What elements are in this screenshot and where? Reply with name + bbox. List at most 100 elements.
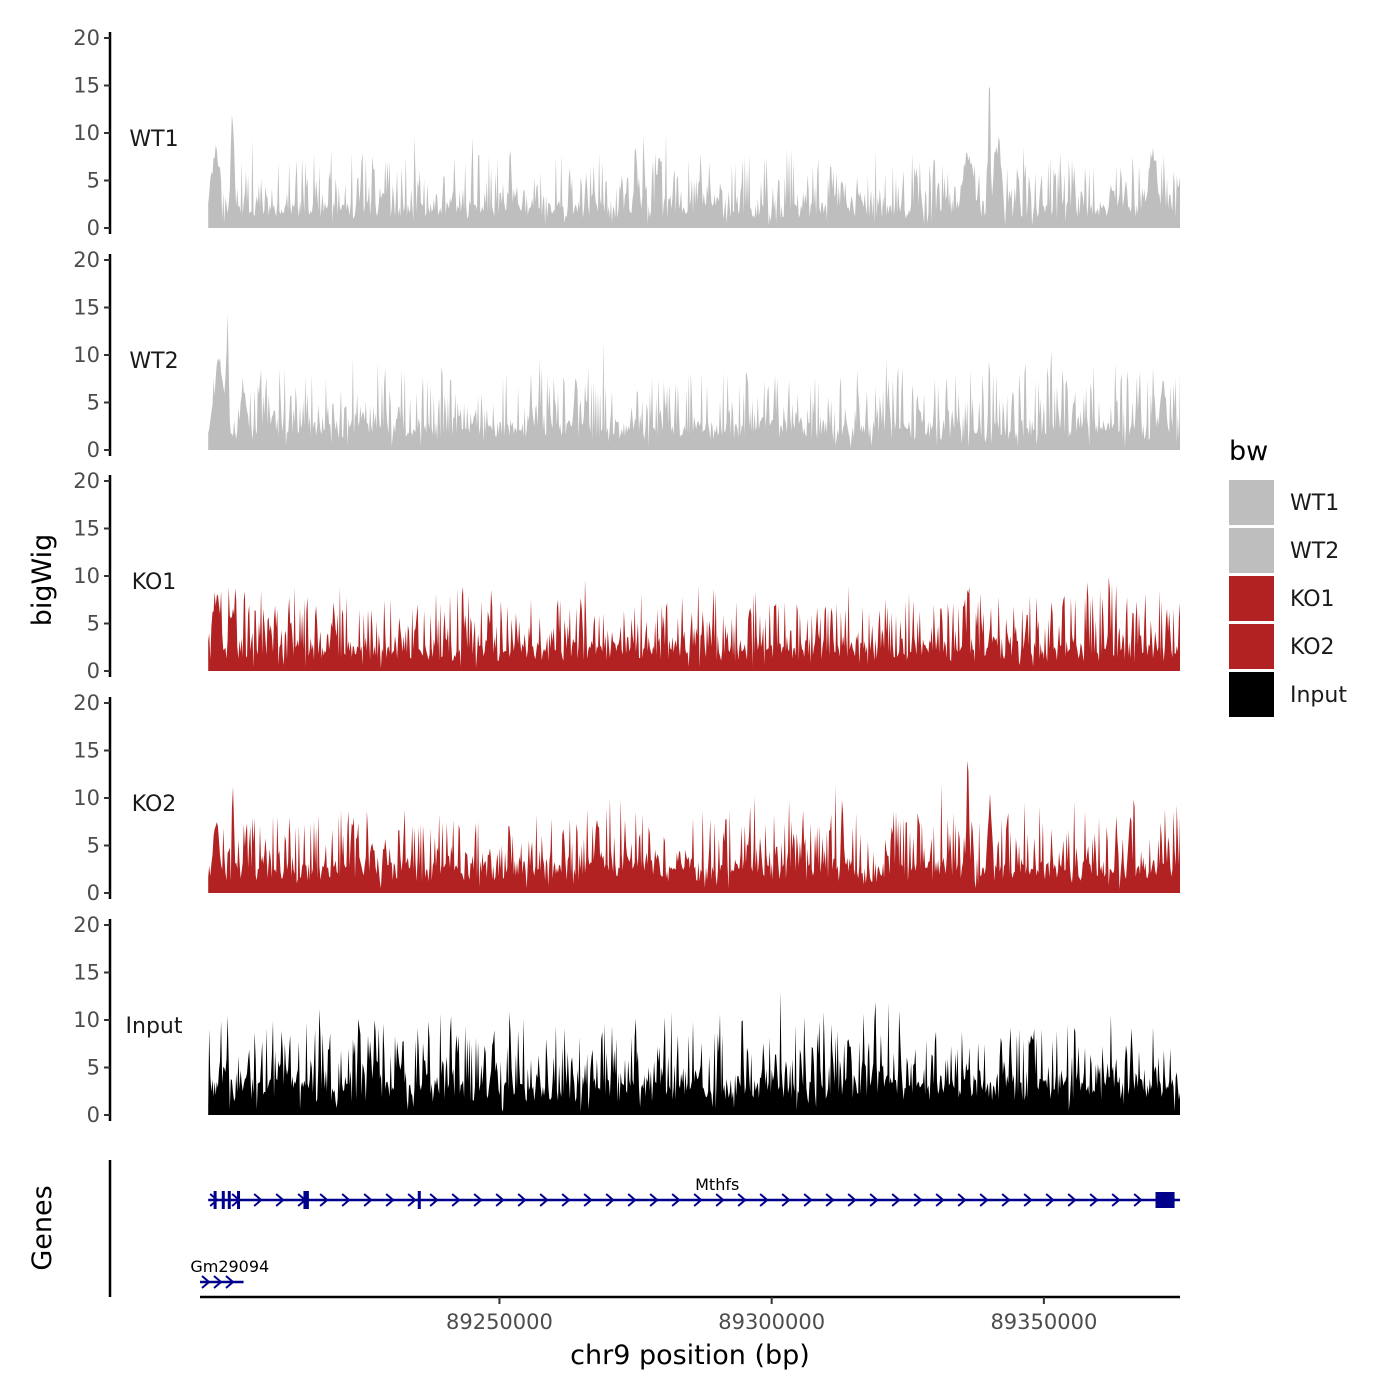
legend-label-wt2: WT2 — [1290, 539, 1339, 564]
y-tick-label: 20 — [73, 469, 100, 493]
y-tick-label: 20 — [73, 248, 100, 272]
strand-arrow — [1045, 1193, 1055, 1207]
y-tick-label: 20 — [73, 913, 100, 937]
gene-label: Mthfs — [695, 1175, 739, 1194]
strand-arrow — [979, 1193, 989, 1207]
signal-area — [208, 760, 1180, 893]
strand-arrow — [363, 1193, 373, 1207]
x-axis-title: chr9 position (bp) — [570, 1340, 810, 1371]
exon — [213, 1191, 217, 1209]
strand-arrow — [715, 1193, 725, 1207]
exon — [1155, 1192, 1175, 1208]
strand-arrow — [935, 1193, 945, 1207]
strand-arrow — [627, 1193, 637, 1207]
track-wt1: 0 5 10 15 20 WT1 — [73, 26, 1180, 240]
strand-arrow — [869, 1193, 879, 1207]
legend-label-wt1: WT1 — [1290, 491, 1339, 516]
y-tick-label: 20 — [73, 691, 100, 715]
exon — [227, 1191, 231, 1209]
y-tick-label: 0 — [87, 881, 100, 905]
y-tick-label: 15 — [73, 74, 100, 98]
strand-arrow — [385, 1193, 395, 1207]
y-tick-label: 0 — [87, 216, 100, 240]
strand-arrow — [781, 1193, 791, 1207]
legend: bw WT1 WT2 KO1 KO2 Input — [1229, 436, 1347, 717]
y-tick-label: 15 — [73, 739, 100, 763]
strand-arrow — [209, 1193, 219, 1207]
strand-arrow — [451, 1193, 461, 1207]
strand-arrow — [213, 1275, 223, 1289]
signal-area — [208, 991, 1180, 1115]
y-tick-label: 5 — [87, 834, 100, 858]
exon — [417, 1191, 421, 1209]
bigwig-tracks: 0 5 10 15 20 WT1 0 5 10 15 20 WT2 0 5 10 15 20 KO1 0 5 10 15 2… — [73, 26, 1180, 1127]
y-tick-label: 5 — [87, 391, 100, 415]
strand-arrow — [429, 1193, 439, 1207]
y-tick-label: 5 — [87, 612, 100, 636]
y-tick-label: 10 — [73, 786, 100, 810]
y-axis-title: bigWig — [27, 534, 58, 627]
strand-arrow — [201, 1275, 211, 1289]
signal-area — [208, 576, 1180, 671]
genes-axis-title: Genes — [27, 1185, 58, 1270]
strand-arrow — [825, 1193, 835, 1207]
strand-arrow — [847, 1193, 857, 1207]
strand-arrow — [737, 1193, 747, 1207]
exon — [237, 1191, 241, 1209]
strand-arrow — [891, 1193, 901, 1207]
x-tick-label: 89300000 — [718, 1310, 825, 1334]
track-label: WT1 — [129, 127, 178, 152]
strand-arrow — [605, 1193, 615, 1207]
strand-arrow — [1067, 1193, 1077, 1207]
signal-area — [208, 86, 1180, 228]
gene-label: Gm29094 — [190, 1257, 269, 1276]
strand-arrow — [517, 1193, 527, 1207]
strand-arrow — [1001, 1193, 1011, 1207]
gene-gm29094: Gm29094 — [190, 1257, 269, 1289]
legend-label-ko1: KO1 — [1290, 587, 1335, 612]
y-tick-label: 0 — [87, 1103, 100, 1127]
strand-arrow — [693, 1193, 703, 1207]
exon — [303, 1191, 309, 1209]
strand-arrow — [253, 1193, 263, 1207]
y-tick-label: 15 — [73, 961, 100, 985]
legend-key-wt1 — [1229, 480, 1274, 525]
track-ko1: 0 5 10 15 20 KO1 — [73, 469, 1180, 683]
legend-label-ko2: KO2 — [1290, 635, 1335, 660]
strand-arrow — [649, 1193, 659, 1207]
y-tick-label: 15 — [73, 517, 100, 541]
strand-arrow — [341, 1193, 351, 1207]
y-tick-label: 10 — [73, 1008, 100, 1032]
strand-arrow — [407, 1193, 417, 1207]
track-input: 0 5 10 15 20 Input — [73, 913, 1180, 1127]
strand-arrow — [1133, 1193, 1143, 1207]
exon — [221, 1191, 225, 1209]
track-label: Input — [126, 1014, 183, 1039]
gene-mthfs: Mthfs — [208, 1175, 1180, 1209]
legend-title: bw — [1229, 436, 1268, 467]
y-tick-label: 10 — [73, 564, 100, 588]
track-label: KO2 — [132, 792, 177, 817]
strand-arrow — [561, 1193, 571, 1207]
legend-key-ko2 — [1229, 624, 1274, 669]
y-tick-label: 0 — [87, 438, 100, 462]
strand-arrow — [1089, 1193, 1099, 1207]
strand-arrow — [913, 1193, 923, 1207]
track-ko2: 0 5 10 15 20 KO2 — [73, 691, 1180, 905]
x-axis: 89250000 89300000 89350000 — [200, 1295, 1180, 1334]
strand-arrow — [473, 1193, 483, 1207]
strand-arrow — [539, 1193, 549, 1207]
legend-key-ko1 — [1229, 576, 1274, 621]
strand-arrow — [275, 1193, 285, 1207]
y-tick-label: 20 — [73, 26, 100, 50]
y-tick-label: 5 — [87, 169, 100, 193]
legend-label-input: Input — [1290, 683, 1347, 708]
track-label: WT2 — [129, 349, 178, 374]
signal-area — [208, 313, 1180, 450]
y-tick-label: 0 — [87, 659, 100, 683]
strand-arrow — [803, 1193, 813, 1207]
strand-arrow — [225, 1275, 235, 1289]
strand-arrow — [1023, 1193, 1033, 1207]
strand-arrow — [671, 1193, 681, 1207]
